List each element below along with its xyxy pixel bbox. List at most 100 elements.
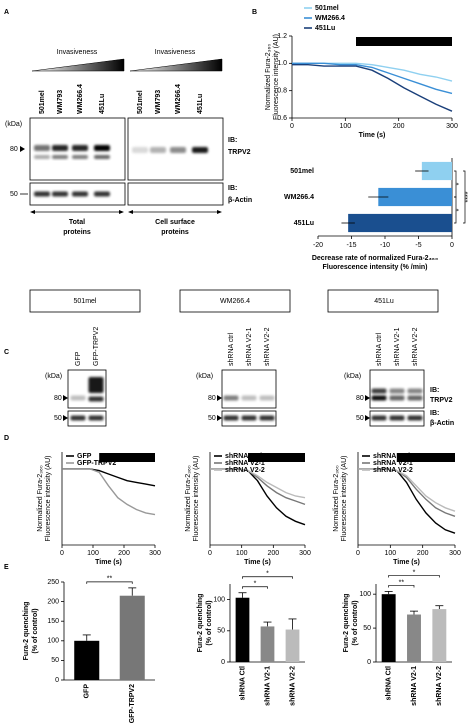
blot-band xyxy=(407,395,423,401)
series-line xyxy=(210,468,306,506)
y-tick-label: 100 xyxy=(47,638,59,645)
y-tick-label: 1.0 xyxy=(277,60,287,67)
kda-label: (kDa) xyxy=(196,373,213,380)
treatment-label: MnCl₂ xyxy=(394,39,413,46)
x-tick-label: -15 xyxy=(346,242,356,249)
arrow-head xyxy=(217,210,222,214)
treatment-label: MnCl₂ xyxy=(267,455,286,462)
marker-arrow xyxy=(217,415,222,421)
arrow-head xyxy=(30,210,35,214)
treatment-bar xyxy=(396,453,455,462)
ib-label: TRPV2 xyxy=(228,149,251,156)
marker-label: 50 xyxy=(208,415,216,422)
blot-band xyxy=(241,395,257,401)
x-tick-label: 300 xyxy=(299,550,311,557)
bar xyxy=(378,187,452,207)
category-label: 501mel xyxy=(290,168,314,175)
blot-band xyxy=(52,155,68,159)
y-tick-label: 100 xyxy=(359,591,371,598)
x-tick-label: 200 xyxy=(417,550,429,557)
lane-label: 501mel xyxy=(39,90,46,114)
arrow-head xyxy=(119,210,124,214)
bar xyxy=(260,626,275,662)
lane-label: WM266.4 xyxy=(175,84,182,114)
legend-label: 501mel xyxy=(315,5,339,12)
y-tick-label: 50 xyxy=(51,657,59,664)
y-tick-label: 0 xyxy=(367,659,371,666)
x-axis-label: Time (s) xyxy=(359,132,386,139)
legend-label: shRNA Ctrl xyxy=(373,453,410,460)
legend-label: GFP xyxy=(77,453,92,460)
significance-label: * xyxy=(254,581,257,588)
blot-frame xyxy=(127,117,224,181)
panel-letter: B xyxy=(252,9,257,16)
y-axis-label: Normalized Fura-2₃₆₀ xyxy=(37,465,44,532)
lane-label: shRNA V2-1 xyxy=(246,327,253,366)
kda-label: (kDa) xyxy=(45,373,62,380)
y-tick-label: 50 xyxy=(217,628,225,635)
blot-band xyxy=(407,388,423,394)
group-label: proteins xyxy=(161,229,189,236)
treatment-label: MnCl₂ xyxy=(118,455,137,462)
category-label: shRNA Ctl xyxy=(386,666,393,700)
blot-frame xyxy=(29,182,126,206)
x-tick-label: 0 xyxy=(450,242,454,249)
series-line xyxy=(62,468,156,516)
marker-arrow xyxy=(365,395,370,401)
ib-label: TRPV2 xyxy=(430,397,453,404)
y-axis-label: Normalized Fura-2₃₆₀ xyxy=(265,44,272,111)
legend-label: shRNA Ctrl xyxy=(225,453,262,460)
category-label: GFP xyxy=(84,684,91,699)
marker-label: 80 xyxy=(208,395,216,402)
kda-label: (kDa) xyxy=(5,121,22,128)
significance-bracket xyxy=(463,170,466,224)
lane-label: shRNA V2-1 xyxy=(394,327,401,366)
legend-label: shRNA V2-2 xyxy=(225,467,265,474)
bar xyxy=(285,629,300,662)
x-tick-label: -20 xyxy=(313,242,323,249)
legend-label: shRNA V2-1 xyxy=(373,460,413,467)
category-label: shRNA V2-2 xyxy=(289,666,296,706)
blot-band xyxy=(70,395,86,401)
lane-label: shRNA ctrl xyxy=(376,332,383,366)
x-tick-label: 0 xyxy=(208,550,212,557)
invasiveness-wedge xyxy=(31,58,125,72)
x-tick-label: 100 xyxy=(339,123,351,130)
blot-band xyxy=(52,145,68,151)
marker-arrow xyxy=(63,415,68,421)
category-label: shRNA V2-1 xyxy=(411,666,418,706)
blot-frame xyxy=(29,117,126,181)
marker-label: 80 xyxy=(10,146,18,153)
significance-bracket xyxy=(454,196,457,224)
lane-label: 451Lu xyxy=(99,94,106,114)
bar xyxy=(381,594,396,662)
treatment-label: MnCl₂ xyxy=(416,455,435,462)
lane-label: WM793 xyxy=(57,90,64,114)
blot-band xyxy=(223,395,239,401)
bar xyxy=(119,595,145,680)
bar xyxy=(432,609,447,662)
blot-band xyxy=(34,155,50,159)
series-line xyxy=(358,468,456,512)
blot-frame xyxy=(67,410,107,427)
significance-bracket xyxy=(86,581,133,584)
series-line xyxy=(292,64,453,112)
marker-label: 80 xyxy=(356,395,364,402)
group-label: Total xyxy=(69,219,85,226)
category-label: GFP-TRPV2 xyxy=(129,684,136,723)
marker-arrow xyxy=(217,395,222,401)
blot-band xyxy=(94,145,110,151)
significance-label: * xyxy=(413,569,416,576)
significance-bracket xyxy=(242,576,293,579)
treatment-bar xyxy=(248,453,305,462)
category-label: shRNA Ctl xyxy=(239,666,246,700)
blot-band xyxy=(34,145,50,151)
legend-label: GFP-TRPV2 xyxy=(77,460,116,467)
header-box xyxy=(29,289,141,313)
series-line xyxy=(292,62,453,95)
blot-frame xyxy=(221,410,277,427)
blot-band xyxy=(88,415,104,421)
ib-label: IB: xyxy=(430,387,439,394)
y-axis-label: Normalized Fura-2₃₆₀ xyxy=(333,465,340,532)
